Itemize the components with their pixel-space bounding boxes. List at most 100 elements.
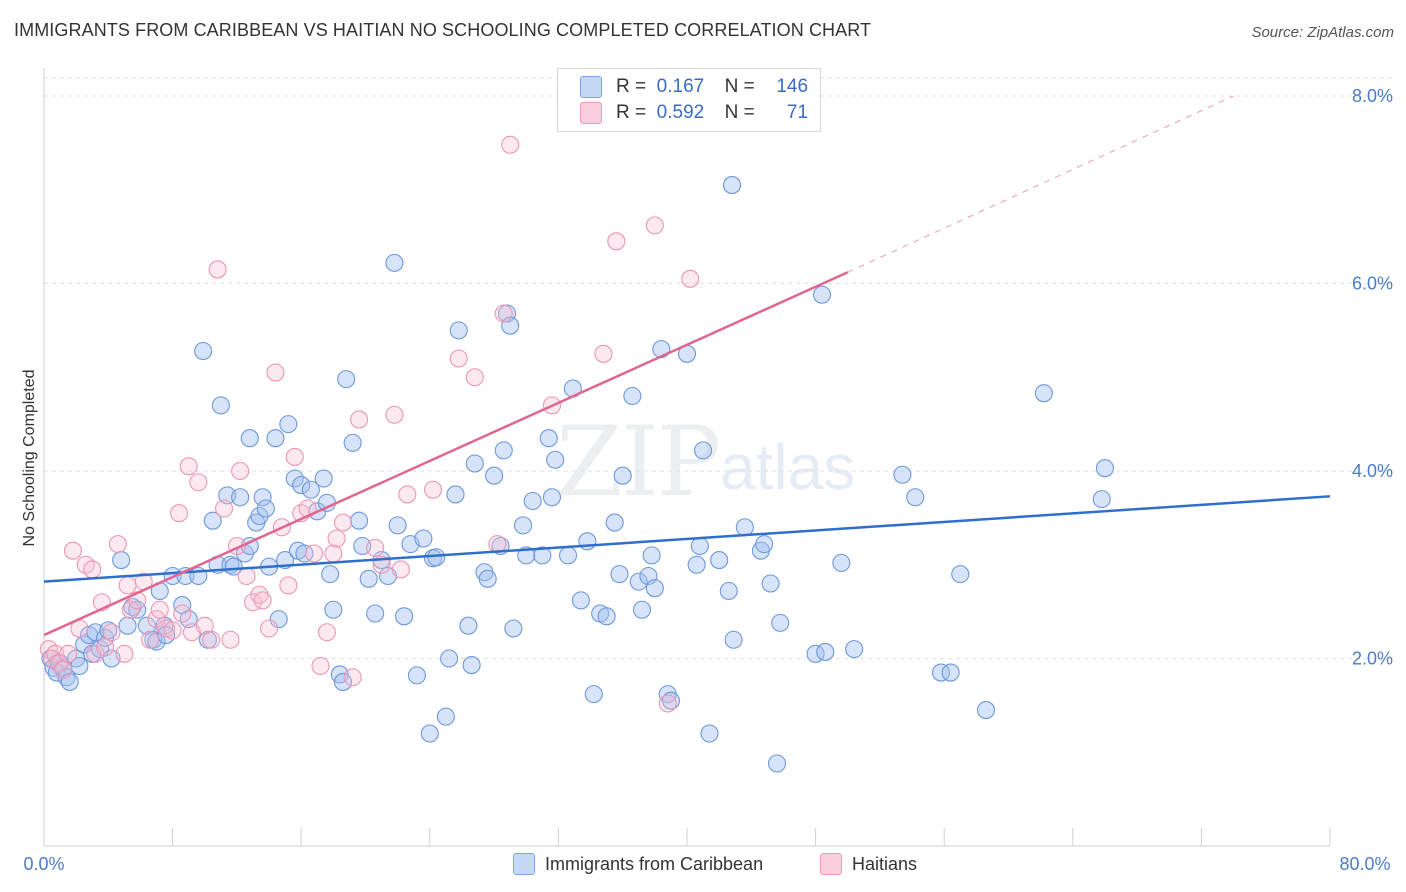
legend-label-caribbean: Immigrants from Caribbean [545, 853, 764, 874]
haitians-point [108, 535, 127, 554]
caribbean-point [359, 569, 378, 588]
y-tick-label: 4.0% [1352, 461, 1393, 481]
caribbean-point [719, 581, 738, 601]
haitians-point [327, 529, 346, 548]
caribbean-point [321, 565, 340, 584]
caribbean-point [735, 518, 754, 537]
caribbean-point [420, 724, 439, 743]
caribbean-point [931, 663, 951, 682]
caribbean-point [542, 488, 562, 507]
haitians-point [63, 541, 82, 560]
haitians-point [46, 644, 65, 663]
haitians-point [253, 591, 272, 610]
legend-label-haitians: Haitians [852, 853, 918, 874]
haitians-point [391, 560, 410, 579]
haitians-point [147, 610, 166, 629]
haitians-point [150, 600, 169, 619]
caribbean-point [147, 632, 166, 651]
haitians-trend-line [43, 271, 849, 637]
legend-row-haitians: R = 0.592 N = 71 [580, 100, 808, 126]
haitians-swatch [580, 102, 602, 124]
caribbean-point [761, 574, 780, 593]
haitians-point [494, 304, 513, 323]
haitians-point [607, 232, 626, 251]
y-tick-label: 6.0% [1352, 274, 1393, 294]
caribbean-point [343, 433, 362, 452]
haitians-point [501, 135, 520, 154]
caribbean-point [350, 511, 369, 530]
caribbean-point [642, 546, 661, 565]
caribbean-point [295, 544, 314, 563]
haitians-point [285, 447, 304, 466]
caribbean-point [112, 551, 131, 570]
caribbean-point [231, 488, 250, 507]
legend-r-haitians: 0.592 [656, 102, 705, 123]
haitians-point [118, 576, 137, 595]
caribbean-point [893, 465, 912, 484]
caribbean-point [1095, 459, 1114, 478]
haitians-point [645, 216, 664, 235]
legend-n-haitians: 71 [786, 102, 809, 123]
caribbean-point [485, 466, 504, 485]
caribbean-trend-line [43, 495, 1331, 583]
points-layer [39, 135, 1114, 773]
caribbean-point [610, 565, 629, 584]
legend-item-caribbean[interactable]: Immigrants from Caribbean [513, 853, 763, 875]
caribbean-point [722, 176, 742, 195]
haitians-point [305, 544, 324, 563]
caribbean-point [724, 630, 743, 649]
caribbean-point [414, 529, 433, 548]
watermark-atlas: atlas [720, 431, 856, 503]
haitians-point [189, 473, 208, 492]
y-tick-label: 8.0% [1352, 86, 1393, 106]
caribbean-point [632, 600, 652, 619]
haitians-point [214, 499, 234, 518]
caribbean-point [292, 476, 311, 495]
caribbean-point [578, 532, 597, 551]
caribbean-point [388, 516, 407, 535]
caribbean-point [324, 600, 343, 619]
caribbean-point [333, 672, 353, 691]
caribbean-swatch [580, 76, 602, 98]
haitians-point [157, 619, 176, 638]
caribbean-point [539, 429, 558, 448]
caribbean-point [513, 516, 533, 535]
haitians-point [279, 576, 298, 595]
caribbean-point [605, 513, 624, 532]
caribbean-point [436, 707, 455, 726]
haitians-point [83, 560, 102, 579]
haitians-point [39, 640, 58, 659]
x-tick-label-max: 80.0% [1339, 854, 1390, 874]
caribbean-point [812, 285, 832, 304]
haitians-point [179, 457, 198, 476]
caribbean-point [816, 642, 835, 661]
legend-n-label: N = [724, 102, 755, 123]
trend-lines [43, 95, 1331, 637]
caribbean-point [832, 553, 851, 572]
caribbean-point [623, 386, 642, 406]
haitians-point [343, 668, 362, 687]
haitians-point [76, 555, 95, 574]
haitians-point [449, 349, 468, 368]
caribbean-point [845, 640, 864, 659]
haitians-point [259, 619, 279, 638]
haitians-point [266, 363, 285, 382]
legend-item-haitians[interactable]: Haitians [820, 853, 917, 875]
caribbean-point [533, 546, 552, 565]
y-tick-label: 2.0% [1352, 649, 1393, 669]
haitians-point [96, 638, 115, 657]
caribbean-point [494, 441, 513, 460]
caribbean-point [459, 616, 478, 635]
haitians-point [311, 656, 330, 676]
caribbean-point [269, 610, 288, 629]
caribbean-point [407, 666, 426, 685]
legend-n-caribbean: 146 [776, 76, 809, 97]
caribbean-point [951, 565, 970, 584]
caribbean-point [224, 557, 243, 576]
caribbean-point [395, 607, 414, 626]
haitians-point [141, 630, 160, 649]
caribbean-point [976, 701, 996, 720]
haitians-point [231, 461, 250, 481]
caribbean-point [546, 450, 565, 469]
haitians-point [350, 410, 369, 429]
